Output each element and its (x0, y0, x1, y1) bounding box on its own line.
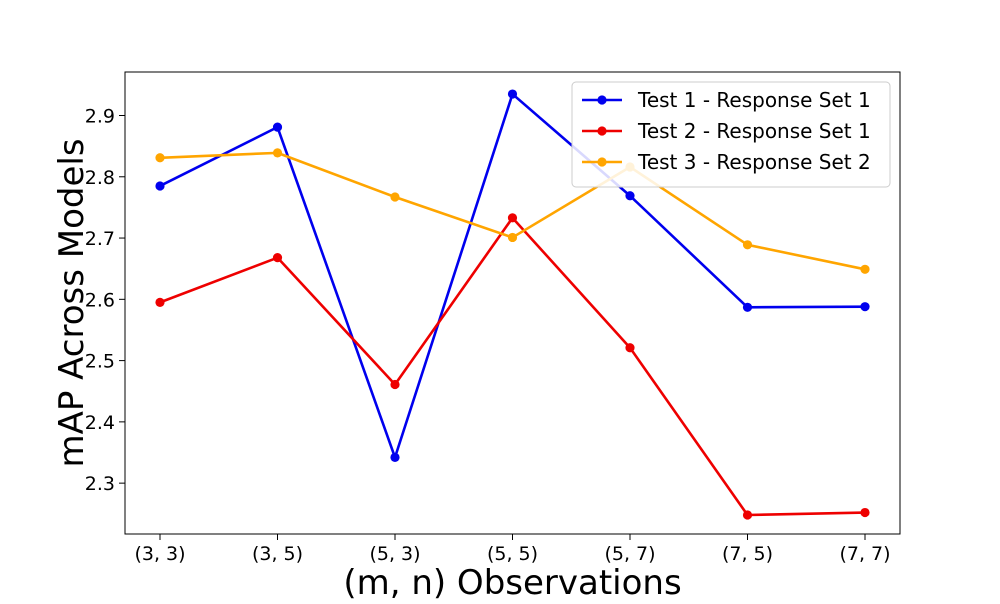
data-point (742, 510, 753, 520)
legend-box (571, 81, 891, 188)
y-tick-label: 2.4 (85, 412, 115, 434)
legend-label: Test 2 - Response Set 1 (637, 119, 871, 143)
legend-label: Test 1 - Response Set 1 (637, 88, 871, 112)
x-tick-label: (5, 7) (604, 543, 655, 565)
x-tick-label: (5, 5) (487, 543, 538, 565)
data-point (507, 213, 518, 223)
data-point (860, 264, 870, 274)
x-tick-label: (5, 3) (369, 543, 420, 565)
data-point (625, 191, 635, 201)
y-tick-label: 2.3 (85, 473, 115, 495)
data-point (390, 192, 400, 202)
plot-frame-layer (124, 71, 901, 535)
y-tick-label: 2.6 (85, 289, 115, 311)
legend-marker (597, 126, 607, 136)
data-point (272, 253, 283, 263)
legend-marker (597, 157, 607, 167)
legend-item: Test 1 - Response Set 1 (582, 88, 871, 112)
data-point (272, 148, 283, 158)
x-tick-label: (3, 5) (252, 543, 303, 565)
legend-marker (597, 95, 607, 105)
legend-item: Test 3 - Response Set 2 (582, 150, 871, 174)
x-axis-title: (m, n) Observations (343, 563, 681, 600)
legend: Test 1 - Response Set 1 Test 2 - Response… (571, 81, 891, 188)
x-tick-label: (7, 5) (722, 543, 773, 565)
y-tick-label: 2.9 (85, 106, 115, 128)
series-2 (155, 213, 870, 520)
series-1 (155, 89, 870, 463)
y-tick-label: 2.8 (85, 167, 115, 189)
y-tick-label: 2.7 (85, 228, 115, 250)
data-point (390, 452, 400, 463)
x-tick-label: (3, 3) (134, 543, 185, 565)
data-point (155, 153, 165, 163)
data-point (272, 122, 283, 132)
data-point (860, 302, 870, 312)
x-tick-label: (7, 7) (839, 543, 890, 565)
data-point (625, 343, 635, 353)
plot-frame (124, 71, 901, 535)
series-3 (155, 148, 870, 274)
data-point (155, 181, 165, 191)
data-point (507, 232, 518, 243)
series-line (159, 216, 866, 517)
data-point (742, 240, 753, 250)
legend-label: Test 3 - Response Set 2 (637, 150, 871, 174)
data-point (155, 297, 165, 307)
series-layer (155, 89, 870, 520)
legend-item: Test 2 - Response Set 1 (582, 119, 871, 143)
data-point (742, 302, 753, 312)
data-point (507, 89, 518, 99)
y-tick-label: 2.5 (85, 351, 115, 373)
data-point (390, 379, 400, 390)
axes-layer: 2.3 2.4 2.5 2.6 2.7 2.8 2.9 (3, 3) (3, 5) (5, 3) (… (85, 106, 891, 565)
y-axis-title: mAP Across Models (52, 138, 92, 467)
data-point (860, 507, 870, 518)
